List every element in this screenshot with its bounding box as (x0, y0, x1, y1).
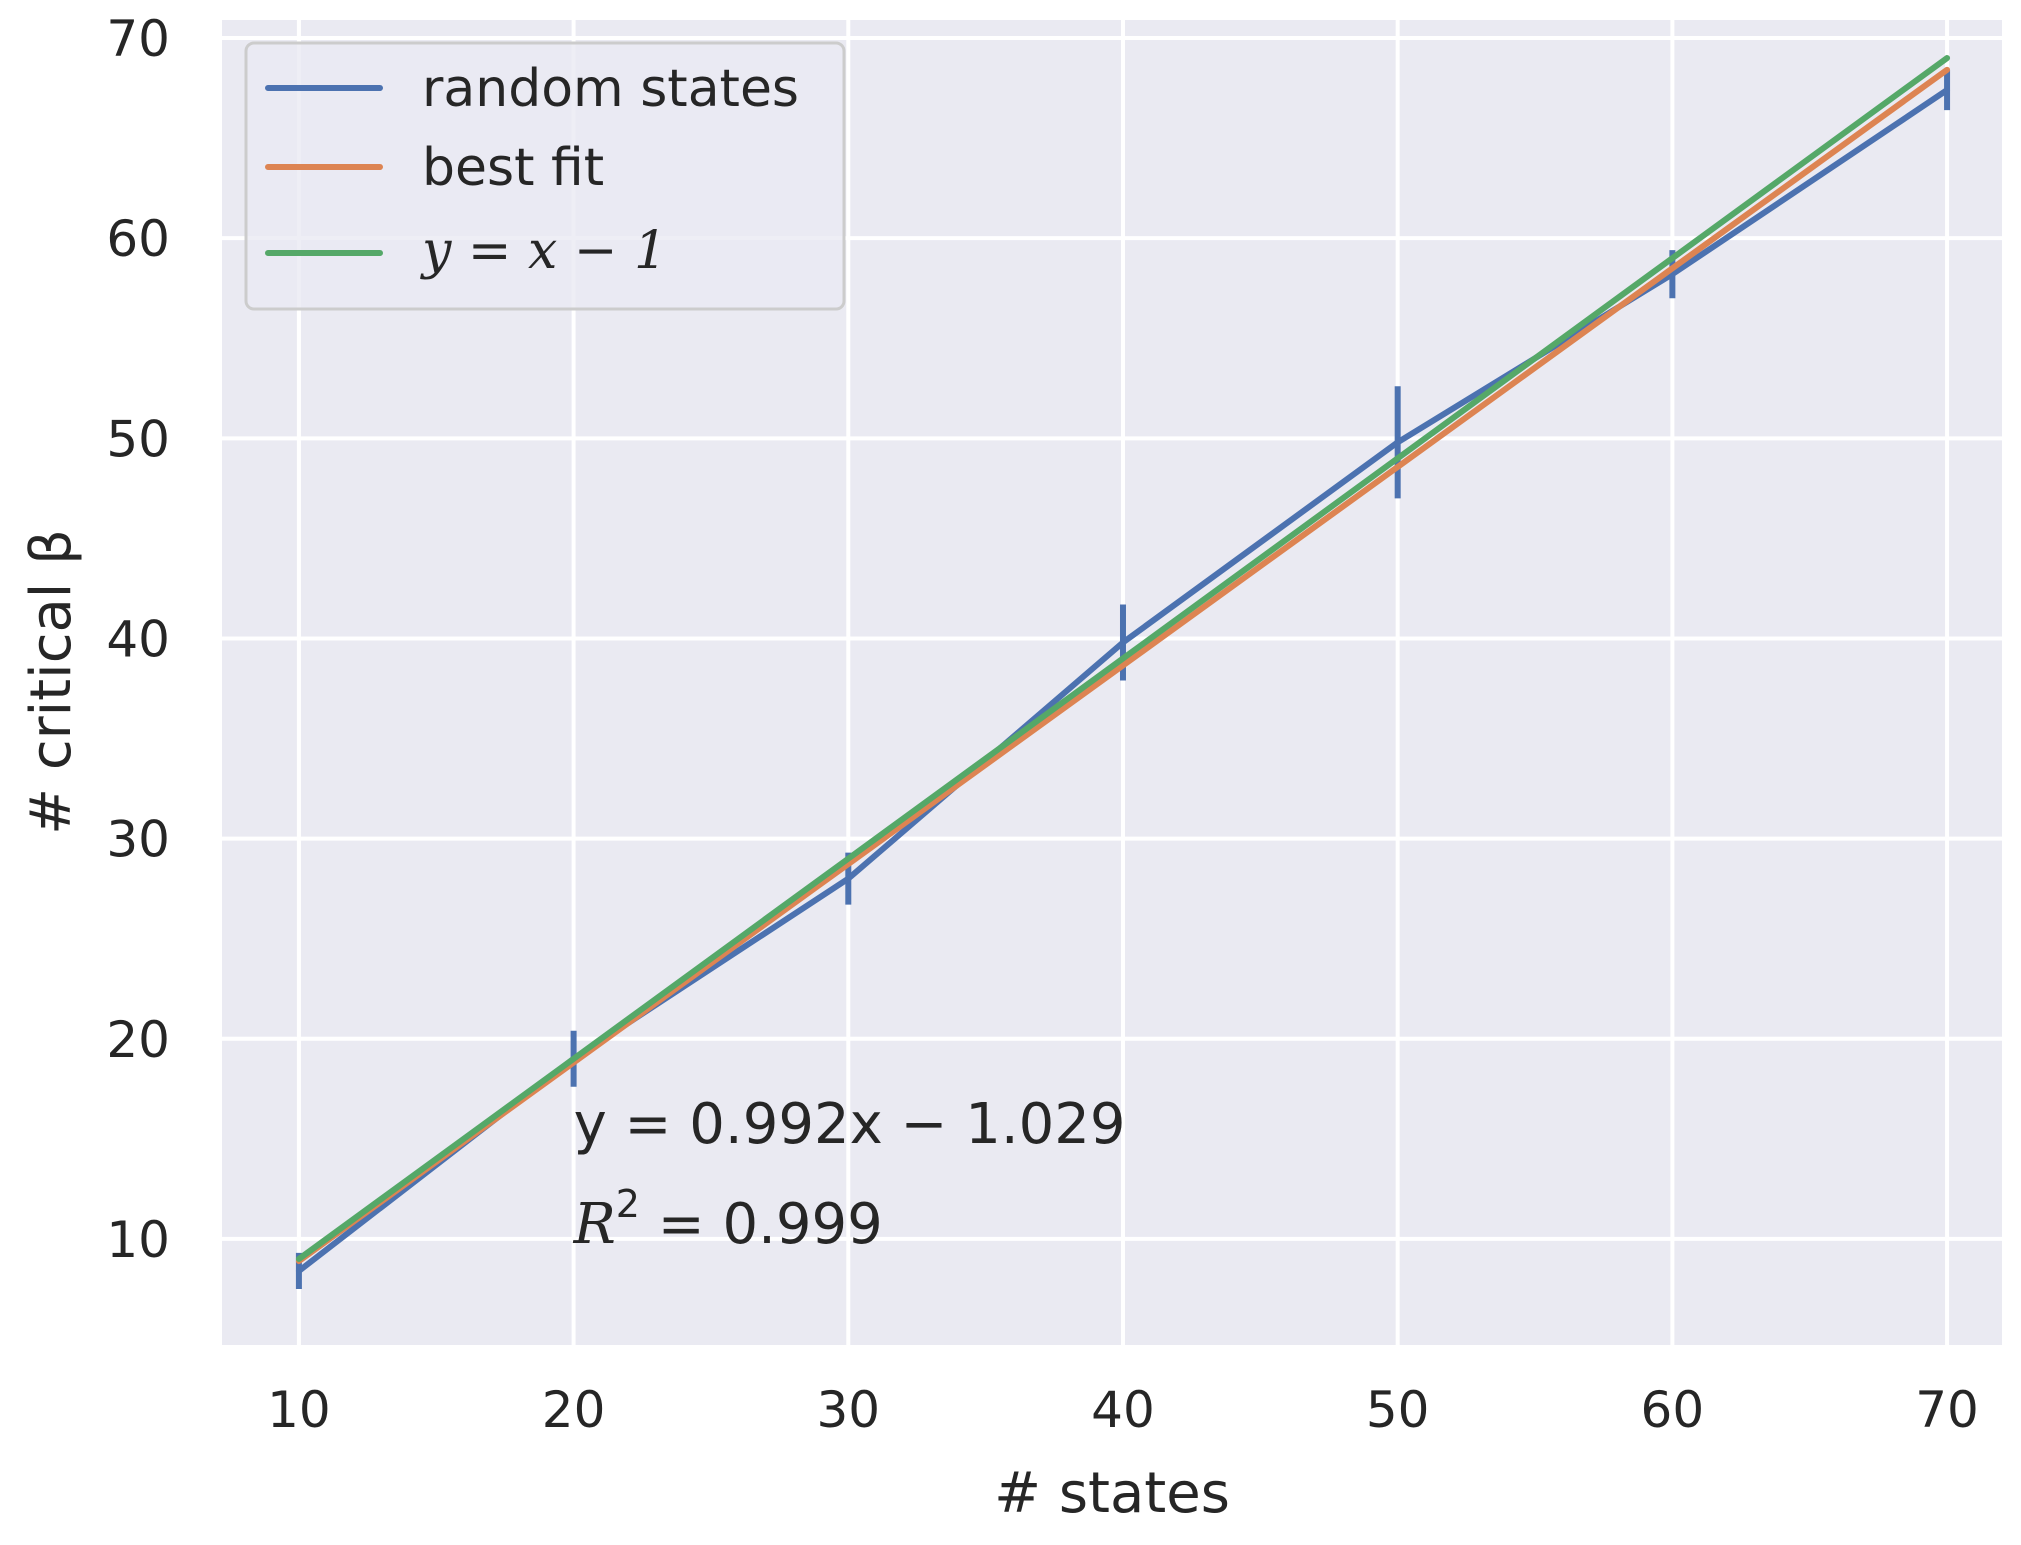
r-squared-label: R2 = 0.999 (573, 1182, 883, 1257)
series-best-fit (295, 66, 1951, 1265)
y-tick-label-60: 60 (106, 210, 170, 268)
fit-equation-label: y = 0.992x − 1.029 (574, 1092, 1126, 1157)
fit-annotations: y = 0.992x − 1.029 R2 = 0.999 (573, 1092, 1126, 1257)
y-tick-label-40: 40 (106, 610, 170, 668)
y-tick-label-70: 70 (106, 10, 170, 68)
x-tick-label-40: 40 (1091, 1381, 1155, 1439)
legend-label-y-equals-x-minus-1: y = x − 1 (420, 221, 667, 281)
r-squared-exponent: 2 (616, 1182, 640, 1226)
r-squared-symbol: R (573, 1192, 616, 1257)
legend-box (244, 41, 846, 311)
x-tick-label-30: 30 (816, 1381, 880, 1439)
series-line-best-fit (295, 66, 1951, 1265)
x-tick-label-20: 20 (542, 1381, 606, 1439)
series-layer (295, 55, 1951, 1289)
series-y-x-1 (295, 55, 1951, 1262)
y-tick-labels: 10 20 30 40 50 60 70 (106, 10, 170, 1269)
x-tick-label-70: 70 (1915, 1381, 1979, 1439)
y-axis-title: # critical β (19, 529, 84, 835)
legend-label-random-states: random states (422, 59, 799, 119)
grid-lines (222, 20, 2002, 1345)
legend-label-best-fit: best fit (422, 138, 604, 198)
x-axis-title: # states (994, 1461, 1230, 1526)
y-tick-label-30: 30 (106, 811, 170, 869)
series-line-y-x-1 (295, 55, 1951, 1262)
y-tick-label-20: 20 (106, 1011, 170, 1069)
x-tick-label-50: 50 (1366, 1381, 1430, 1439)
x-tick-label-60: 60 (1641, 1381, 1705, 1439)
y-tick-label-50: 50 (106, 410, 170, 468)
x-tick-label-10: 10 (267, 1381, 331, 1439)
x-tick-labels: 10 20 30 40 50 60 70 (267, 1381, 1979, 1439)
r-squared-value: = 0.999 (640, 1192, 883, 1257)
legend: random states best fit y = x − 1 (244, 41, 846, 311)
y-tick-label-10: 10 (106, 1211, 170, 1269)
